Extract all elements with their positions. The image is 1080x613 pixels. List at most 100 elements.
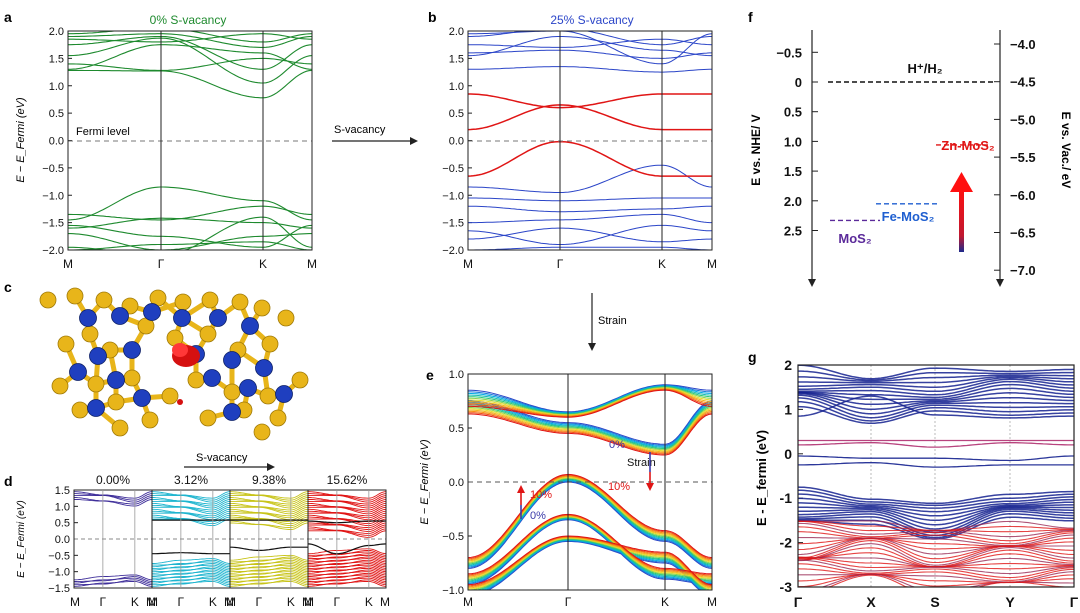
panel-d-band — [307, 510, 387, 519]
sulfur-atom — [261, 335, 279, 353]
panel-e-strain-band — [468, 384, 713, 413]
panel-d-band — [230, 512, 309, 521]
sulfur-atom — [95, 291, 113, 309]
panel-e-strain-band — [467, 475, 713, 561]
panel-e-y-tick-label: −1.0 — [442, 585, 464, 597]
panel-a-yticks: 2.0 1.5 1.0 0.5 0.0 −0.5 −1.0 −1.5 −2.0 — [42, 26, 72, 257]
panel-b-title: 25% S-vacancy — [550, 13, 633, 27]
panel-g-red-band — [798, 520, 1074, 533]
molybdenum-atom — [173, 309, 191, 327]
panel-e-strain-band — [467, 476, 713, 562]
panel-e-y-tick-label: −0.5 — [442, 531, 464, 543]
panel-d-band — [152, 559, 231, 566]
panel-g-y-tick-label: 0 — [784, 446, 792, 462]
panel-e-strain-band — [468, 539, 712, 591]
vacancy-charge-highlight — [172, 343, 188, 357]
molybdenum-atom — [87, 399, 105, 417]
panel-g-red-band — [797, 557, 1074, 570]
panel-d-y-tick-label: −1.5 — [48, 583, 70, 595]
panel-b-y-tick-label: 0.5 — [449, 108, 464, 120]
sulfur-atom — [81, 325, 99, 343]
sulfur-atom — [141, 411, 159, 429]
panel-d-band — [308, 548, 387, 555]
panel-g-midgap-band — [798, 442, 1074, 448]
panel-b-host-band — [468, 205, 712, 213]
e-ann-left-high: 10% — [530, 489, 552, 501]
panel-d-band — [152, 563, 231, 569]
panel-e-strain-band — [467, 535, 713, 586]
panel-d-band — [308, 504, 387, 513]
panel-a-band-line — [68, 216, 313, 251]
panel-d-band — [308, 518, 387, 527]
panel-b-x-tick-label: M — [463, 257, 473, 271]
panel-f-left-tick-label: 0 — [795, 75, 802, 90]
panel-f-right-tick-label: −6.5 — [1010, 226, 1036, 241]
panel-d-band — [308, 556, 387, 563]
panel-d-y-tick-label: 1.0 — [55, 501, 70, 513]
panel-g-midgap-band — [798, 462, 1074, 468]
sulfur-atom — [277, 309, 295, 327]
panel-d-band — [151, 491, 231, 499]
panel-d-band — [152, 495, 231, 503]
panel-d-subplot: 15.62%M Γ K M — [304, 473, 390, 609]
panel-d-band — [308, 549, 387, 556]
panel-b-host-band — [468, 197, 712, 202]
panel-d-subplot-title: 0.00% — [96, 473, 130, 487]
panel-e-strain-band — [468, 385, 713, 414]
panel-a-band-line — [68, 44, 313, 70]
panel-g-red-band — [798, 571, 1074, 583]
panel-g-conduction-band — [797, 405, 1074, 425]
panel-b-yticks: 2.0 1.5 1.0 0.5 0.0 −0.5 −1.0 −1.5 −2.0 — [442, 26, 472, 257]
panel-d-band — [151, 510, 231, 519]
panel-d-band — [230, 500, 309, 509]
panel-d-x-tick-label: Γ — [256, 595, 263, 609]
panel-g-red-band — [797, 526, 1074, 542]
panel-d-x-tick-label: Γ — [100, 595, 107, 609]
panel-e-strain-band — [468, 413, 713, 456]
sulfur-atom — [87, 375, 105, 393]
sulfur-atom — [51, 377, 69, 395]
panel-d-x-tick-label: M — [380, 595, 390, 609]
panel-d-subplot: 0.00%M Γ K M — [70, 473, 156, 609]
panel-g-valence-band — [798, 504, 1074, 522]
panel-b-defect-band — [467, 140, 712, 177]
panel-g-conduction-band — [798, 378, 1075, 393]
panel-e-frame — [467, 373, 713, 591]
panel-b-y-tick-label: −2.0 — [442, 245, 464, 257]
panel-d-y-tick-label: −0.5 — [48, 550, 70, 562]
panel-b-y-tick-label: 0.0 — [449, 136, 464, 148]
panel-g-conduction-band — [797, 394, 1074, 415]
panel-d-band — [230, 554, 309, 561]
panel-a-x-tick-label: M — [307, 257, 317, 271]
panel-g-valence-band — [798, 493, 1074, 509]
panel-g-valence-band — [798, 501, 1074, 517]
panel-d-subplots: 0.00%M Γ K M3.12%M Γ K M9.38%M Γ K M15.62%M Γ K M — [70, 473, 390, 609]
panel-letter-e: e — [426, 367, 434, 383]
panel-d-x-tick-label: M — [148, 595, 158, 609]
panel-g-red-band — [797, 538, 1074, 560]
f-energy-arrow-shaft — [959, 188, 964, 252]
panel-g-red-band — [797, 568, 1074, 581]
panel-d-band — [73, 491, 153, 499]
panel-g-red-band — [798, 537, 1075, 547]
panel-e-strain-band — [467, 478, 713, 565]
panel-d-subplot: 9.38%M Γ K M — [226, 473, 312, 609]
panel-d-band — [229, 520, 309, 529]
panel-d-band — [152, 558, 231, 564]
panel-f-ylabel-right: E vs. Vac./ eV — [1059, 112, 1073, 189]
panel-a: 0% S-vacancy E − E_Fermi (eV) 2.0 1.5 1.0 0… — [15, 13, 317, 271]
panel-b-defect-band — [467, 104, 712, 131]
panel-d-subplot-frame — [307, 489, 387, 589]
panel-d-subplot-title: 9.38% — [252, 473, 286, 487]
panel-b-x-tick-label: Γ — [557, 257, 564, 271]
panel-g-conduction-band — [797, 400, 1075, 422]
panel-g-red-band — [798, 573, 1075, 584]
panel-g-red-band — [798, 531, 1075, 545]
sulfur-atom — [201, 291, 219, 309]
panel-g-conduction-band — [798, 380, 1074, 396]
panel-a-y-tick-label: 1.0 — [49, 81, 64, 93]
panel-e-y-tick-label: 0.5 — [449, 423, 464, 435]
panel-g-conduction-band — [798, 383, 1074, 399]
panel-a-band-line — [68, 233, 312, 251]
panel-d-band — [308, 497, 387, 505]
